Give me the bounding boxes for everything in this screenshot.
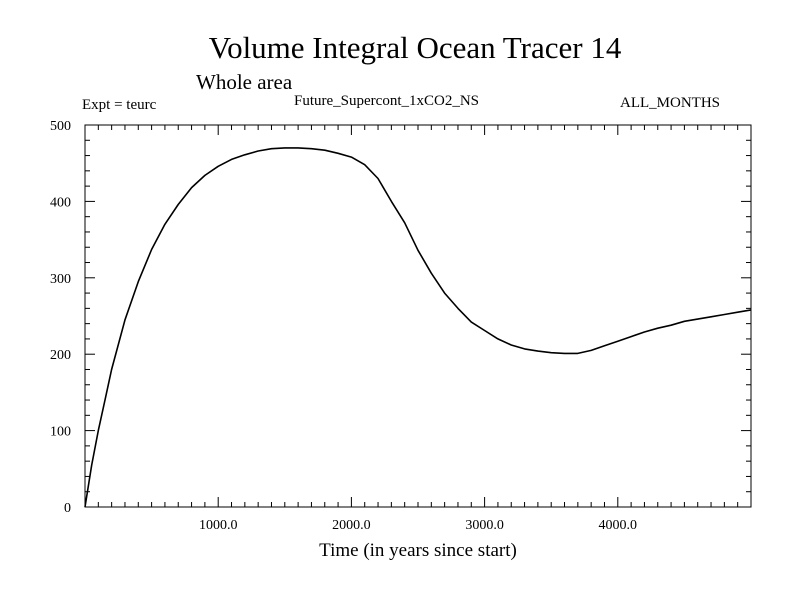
- months-label: ALL_MONTHS: [620, 95, 720, 111]
- experiment-label: Expt = teurc: [82, 97, 157, 113]
- x-tick-label: 1000.0: [199, 518, 238, 533]
- data-series-line: [84, 147, 752, 508]
- y-tick-label: 500: [50, 119, 71, 134]
- chart-subtitle: Whole area: [196, 70, 293, 94]
- x-axis-label: Time (in years since start): [319, 540, 517, 561]
- x-tick-label: 4000.0: [599, 518, 638, 533]
- plot-frame: [84, 124, 752, 508]
- chart-title: Volume Integral Ocean Tracer 14: [208, 30, 622, 65]
- axis-ticks: [84, 124, 752, 508]
- x-tick-label: 3000.0: [465, 518, 504, 533]
- x-tick-label: 2000.0: [332, 518, 371, 533]
- run-name-label: Future_Supercont_1xCO2_NS: [294, 93, 479, 109]
- axis-tick-labels: 1000.0 2000.0 3000.0 4000.0 0 100 200 300 400 500: [50, 119, 637, 533]
- y-tick-label: 200: [50, 348, 71, 363]
- y-tick-label: 300: [50, 272, 71, 287]
- y-tick-label: 400: [50, 195, 71, 210]
- y-tick-label: 0: [64, 501, 71, 516]
- y-tick-label: 100: [50, 425, 71, 440]
